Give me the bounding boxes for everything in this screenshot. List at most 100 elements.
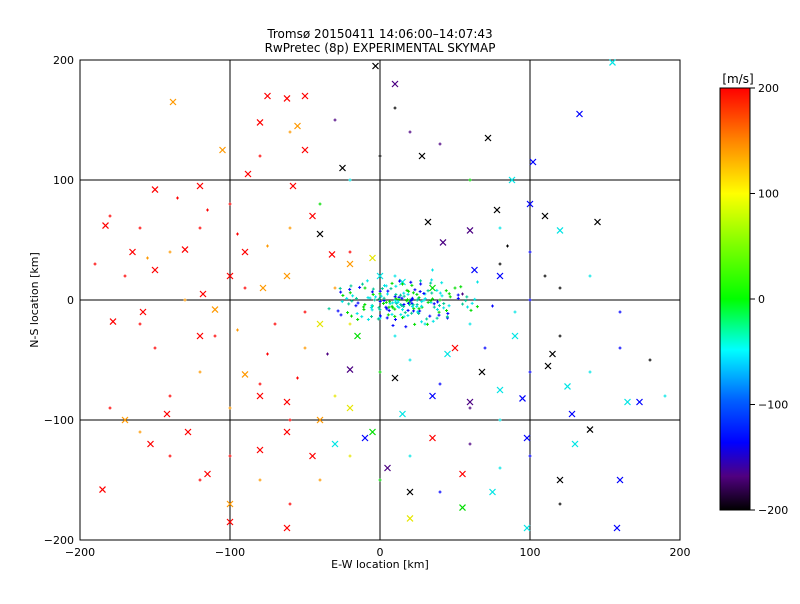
x-marker	[369, 254, 376, 262]
colorbar-tick-label: 100	[758, 188, 779, 201]
x-marker	[576, 110, 583, 118]
plus-marker	[273, 322, 277, 326]
x-marker	[151, 186, 159, 194]
plus-marker	[387, 305, 391, 309]
cluster-marker	[461, 302, 465, 306]
cluster-marker	[437, 313, 441, 317]
cluster-marker	[413, 288, 417, 292]
plus-marker	[303, 346, 307, 350]
plus-marker	[468, 178, 472, 182]
x-marker	[511, 332, 519, 340]
cluster-marker	[385, 316, 389, 320]
x-marker	[384, 464, 391, 472]
cluster-marker	[391, 324, 395, 328]
x-marker	[289, 182, 297, 190]
x-axis-label: E-W location [km]	[331, 558, 429, 571]
plus-marker	[198, 478, 202, 482]
cluster-marker	[399, 293, 403, 297]
cluster-marker	[411, 303, 415, 307]
cluster-marker	[422, 298, 426, 302]
x-marker	[541, 212, 549, 220]
plus-marker	[153, 346, 157, 350]
cluster-marker	[428, 314, 432, 318]
x-marker	[526, 200, 534, 208]
cluster-marker	[446, 312, 450, 316]
x-marker	[489, 488, 496, 496]
plus-marker	[491, 304, 494, 308]
plus-marker	[206, 208, 209, 212]
x-marker	[169, 98, 177, 106]
x-marker	[301, 146, 309, 154]
plus-marker	[483, 346, 487, 350]
cluster-marker	[363, 303, 367, 307]
plus-marker	[168, 454, 172, 458]
cluster-marker	[393, 318, 397, 322]
cluster-marker	[431, 319, 435, 323]
x-marker	[439, 238, 447, 246]
cluster-marker	[369, 306, 373, 310]
x-marker	[328, 250, 336, 258]
x-marker	[508, 176, 516, 184]
x-tick-label: −200	[65, 546, 95, 559]
x-tick-label: 200	[670, 546, 691, 559]
x-marker	[361, 434, 369, 442]
cluster-marker	[464, 299, 468, 303]
cluster-marker	[417, 307, 421, 311]
plus-marker	[528, 250, 532, 254]
cluster-marker	[354, 296, 358, 300]
cluster-marker	[348, 291, 352, 295]
cluster-marker	[436, 300, 440, 304]
cluster-marker	[356, 301, 360, 305]
x-marker	[211, 306, 219, 314]
plus-marker	[288, 418, 292, 422]
plus-marker	[431, 268, 434, 272]
cluster-marker	[378, 314, 382, 318]
cluster-marker	[411, 291, 415, 295]
plus-marker	[390, 312, 394, 316]
x-tick-label: −100	[215, 546, 245, 559]
cluster-marker	[469, 308, 473, 312]
plus-marker	[461, 292, 464, 296]
cluster-marker	[384, 305, 388, 309]
plus-marker	[348, 322, 352, 326]
x-marker	[219, 146, 226, 154]
x-marker	[256, 118, 264, 126]
plus-marker	[258, 478, 262, 482]
cluster-marker	[404, 325, 408, 329]
cluster-marker	[384, 284, 388, 288]
cluster-marker	[447, 292, 451, 296]
plus-marker	[333, 118, 337, 122]
cluster-marker	[384, 300, 388, 304]
plus-marker	[146, 256, 149, 260]
x-marker	[372, 62, 379, 70]
x-marker	[406, 514, 414, 522]
plus-marker	[333, 286, 337, 290]
plus-marker	[648, 358, 652, 362]
x-marker	[346, 260, 354, 268]
plus-marker	[123, 274, 127, 278]
cluster-marker	[402, 291, 406, 295]
cluster-marker	[378, 308, 382, 312]
x-marker	[459, 504, 466, 512]
x-marker	[451, 344, 459, 352]
cluster-marker	[360, 315, 364, 319]
x-marker	[259, 284, 267, 292]
plus-marker	[468, 442, 472, 446]
plus-marker	[366, 296, 370, 300]
x-marker	[196, 182, 204, 190]
x-marker	[204, 470, 211, 478]
cluster-marker	[473, 297, 477, 301]
plus-marker	[258, 154, 262, 158]
x-marker	[129, 248, 136, 256]
plus-marker	[138, 226, 142, 230]
x-marker	[301, 92, 309, 100]
x-marker	[226, 500, 234, 508]
cluster-marker	[429, 299, 433, 303]
colorbar-tick-label: −200	[758, 504, 788, 517]
x-marker	[429, 434, 436, 442]
plus-marker	[393, 334, 397, 338]
cluster-marker	[425, 317, 429, 321]
cluster-marker	[435, 288, 439, 292]
x-marker	[478, 368, 486, 376]
